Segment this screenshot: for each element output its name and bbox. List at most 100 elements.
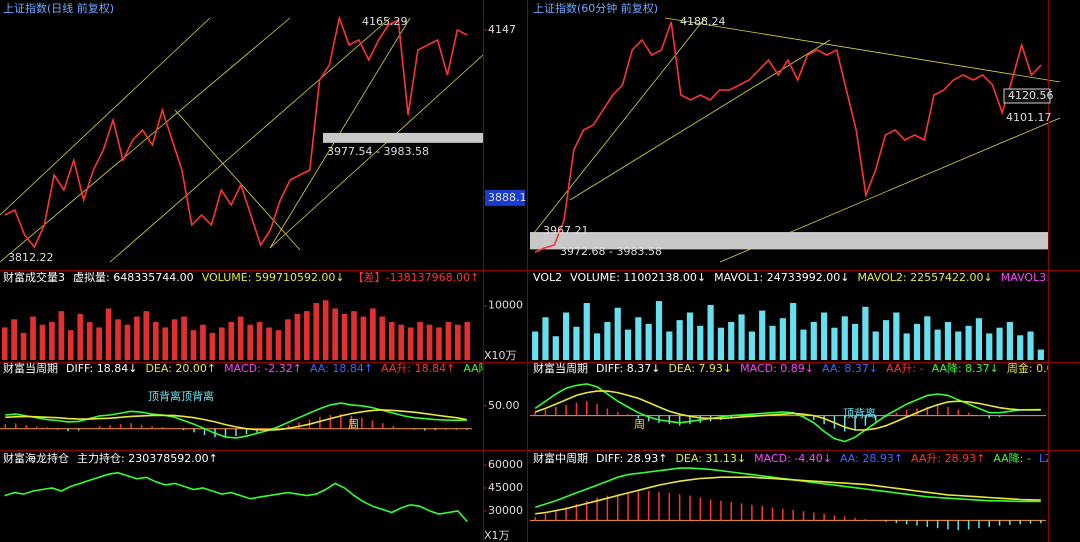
header-text: VOL2 (533, 271, 562, 284)
bar (998, 415, 1001, 418)
bar (874, 520, 877, 521)
bar (996, 327, 1003, 360)
header-text: 周金: 0.00 (1007, 361, 1061, 375)
price-band (530, 232, 1048, 250)
series-line (5, 402, 467, 439)
bar (782, 508, 784, 521)
bar (586, 500, 588, 521)
bar (39, 324, 46, 360)
bar (407, 327, 414, 360)
bar (11, 319, 17, 360)
bar (936, 520, 939, 529)
bar (351, 311, 357, 360)
bar (219, 327, 225, 360)
bar (542, 317, 549, 360)
bar (645, 323, 652, 360)
bar (1009, 520, 1011, 525)
bar (779, 318, 786, 360)
header-text: 月金: 0.00 (1069, 361, 1080, 375)
bar (988, 415, 990, 419)
bar (67, 428, 69, 432)
bar (14, 423, 17, 429)
bar (955, 331, 962, 360)
bar (313, 303, 320, 360)
bar (575, 504, 578, 521)
bar (967, 520, 970, 530)
bar (666, 331, 673, 360)
bar (944, 322, 952, 360)
bar (699, 497, 702, 521)
y-tick-label: 3888.1 (488, 191, 527, 204)
bar (697, 325, 704, 360)
bar (573, 326, 580, 360)
bar (466, 428, 468, 430)
bar (882, 320, 890, 360)
header-text: MAVOL3: 28804306.00↓ (1001, 271, 1080, 284)
panel (0, 402, 472, 439)
annotation: 顶背离顶背离 (148, 389, 214, 403)
bar (627, 414, 629, 416)
bar (25, 425, 27, 429)
bar (161, 426, 164, 429)
header-text: AA升: 18.84↑ (381, 362, 455, 375)
bar (730, 502, 732, 521)
y-tick-label: 10000 (488, 299, 523, 312)
header-text: AA: 18.84↑ (310, 362, 373, 375)
bar (49, 322, 55, 360)
y-tick-label: 50.00 (488, 399, 520, 412)
bar (916, 520, 918, 526)
header-text: 【差】-138137968.00↑ (353, 270, 480, 284)
panel (532, 301, 1044, 360)
bar (668, 415, 671, 425)
header-text: MACD: 0.89↓ (740, 362, 814, 375)
bar (872, 331, 879, 360)
bar (986, 333, 993, 360)
bar (350, 415, 353, 429)
bar (30, 316, 36, 360)
bar (624, 329, 632, 360)
bar (190, 330, 197, 360)
header-text: AA升: 28.93↑ (911, 452, 985, 465)
axis-unit: X10万 (484, 349, 517, 362)
bar (552, 336, 559, 360)
bar (455, 324, 461, 360)
bar (967, 412, 970, 416)
bar (707, 304, 714, 360)
bar (203, 428, 206, 436)
bar (46, 427, 48, 429)
bar (565, 507, 567, 521)
bar (1009, 415, 1011, 417)
bar (604, 322, 611, 360)
header-text: AA降: - (993, 451, 1031, 465)
bar (77, 313, 84, 360)
annotation: 顶背离 (843, 406, 876, 420)
annotation-box (1003, 88, 1051, 104)
bar (247, 324, 253, 360)
bar (266, 327, 272, 360)
panel-header: 财富成交量3 虚拟量: 648335744.00 VOLUME: 599710592… (3, 270, 480, 284)
bar (379, 316, 386, 360)
bar (237, 316, 244, 360)
bar (689, 415, 691, 425)
bar (769, 325, 776, 360)
bar (813, 512, 815, 521)
annotation: 3972.68 - 3983.58 (560, 245, 662, 258)
bar (1019, 520, 1021, 525)
panel-header: 财富中周期 DIFF: 28.93↑ DEA: 31.13↓ MACD: -4.40↓… (533, 451, 1048, 465)
bar (256, 322, 263, 360)
bar (616, 494, 619, 521)
bar (720, 500, 722, 521)
bar (398, 324, 405, 360)
bar (455, 428, 458, 430)
panel (530, 467, 1046, 531)
bar (823, 513, 825, 521)
bar (534, 412, 536, 416)
bar (361, 417, 363, 429)
bar (152, 322, 159, 360)
bar (4, 424, 6, 429)
bar (635, 317, 642, 360)
panel-header: 上证指数(日线 前复权) (3, 1, 114, 15)
bar (864, 519, 867, 521)
bar (751, 504, 753, 521)
bar (771, 507, 774, 521)
